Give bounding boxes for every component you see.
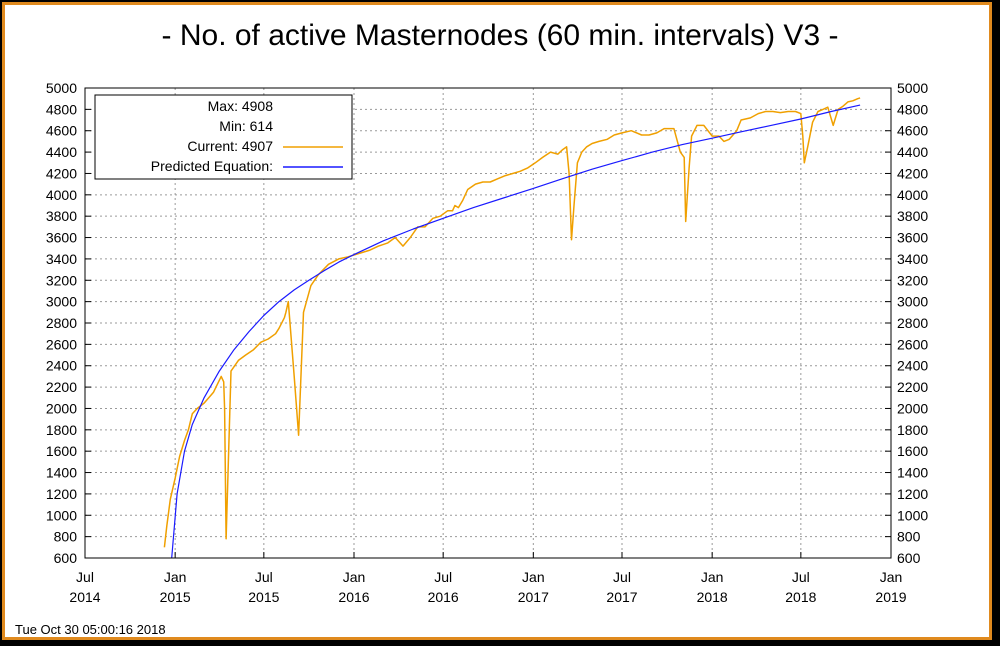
y-tick-label: 2600	[46, 336, 77, 352]
series-predicted-line	[171, 104, 861, 558]
series-layer	[163, 97, 861, 558]
legend-min: Min: 614	[219, 118, 273, 134]
legend: Max: 4908 Min: 614 Current: 4907 Predict…	[94, 94, 353, 180]
y-tick-label: 3200	[46, 272, 77, 288]
chart-plot: 600 800 1000 1200 1400 1600 1800 2000 2200 2400 26…	[46, 80, 929, 605]
y-tick-label: 4400	[46, 144, 77, 160]
y-axis-right: 600 800 1000 1200 1400 1600 1800 2000 2200 2400 26…	[885, 80, 928, 566]
y-tick-label: 1400	[46, 465, 77, 481]
y-axis-left: 600 800 1000 1200 1400 1600 1800 2000 2200 2400 26…	[46, 80, 91, 566]
x-tick-label-year: 2017	[606, 589, 637, 605]
x-tick-label-year: 2019	[875, 589, 906, 605]
y-tick-label: 3600	[897, 230, 928, 246]
x-tick-label-month: Jul	[613, 569, 631, 585]
x-tick-label-month: Jul	[255, 569, 273, 585]
y-tick-label: 3200	[897, 272, 928, 288]
x-tick-label-month: Jul	[792, 569, 810, 585]
y-tick-label: 1400	[897, 465, 928, 481]
x-tick-label-year: 2016	[428, 589, 459, 605]
chart-frame: - No. of active Masternodes (60 min. int…	[2, 2, 992, 640]
y-tick-label: 2200	[897, 379, 928, 395]
x-axis: Jul 2014 Jan 2015 Jul 2015 Jan 2016 Jul 2016 Jan 20…	[69, 552, 907, 605]
grid	[85, 88, 891, 558]
chart-title: - No. of active Masternodes (60 min. int…	[161, 19, 839, 52]
y-tick-label: 1800	[46, 422, 77, 438]
y-tick-label: 3400	[46, 251, 77, 267]
x-tick-label-year: 2015	[248, 589, 279, 605]
y-tick-label: 3800	[46, 208, 77, 224]
y-tick-label: 4000	[46, 187, 77, 203]
y-tick-label: 2600	[897, 336, 928, 352]
y-tick-label: 1000	[46, 507, 77, 523]
y-tick-label: 3600	[46, 230, 77, 246]
y-tick-label: 1800	[897, 422, 928, 438]
x-tick-label-month: Jul	[434, 569, 452, 585]
y-tick-label: 2000	[46, 400, 77, 416]
legend-current: Current: 4907	[187, 138, 273, 154]
y-tick-label: 3000	[897, 294, 928, 310]
y-tick-label: 2800	[897, 315, 928, 331]
y-tick-label: 600	[897, 550, 921, 566]
y-tick-label: 4600	[46, 123, 77, 139]
y-tick-label: 4200	[897, 165, 928, 181]
x-tick-label-month: Jan	[343, 569, 366, 585]
footer-timestamp: Tue Oct 30 05:00:16 2018	[15, 622, 166, 637]
x-tick-label-month: Jan	[880, 569, 903, 585]
y-tick-label: 1200	[897, 486, 928, 502]
x-tick-label-year: 2017	[518, 589, 549, 605]
x-tick-label-year: 2015	[160, 589, 191, 605]
y-tick-label: 5000	[897, 80, 928, 96]
y-tick-label: 4600	[897, 123, 928, 139]
y-tick-label: 4200	[46, 165, 77, 181]
y-tick-label: 2400	[46, 358, 77, 374]
x-tick-label-month: Jan	[522, 569, 545, 585]
y-tick-label: 600	[54, 550, 78, 566]
x-tick-label-month: Jul	[76, 569, 94, 585]
y-tick-label: 5000	[46, 80, 77, 96]
x-tick-label-month: Jan	[701, 569, 724, 585]
legend-max: Max: 4908	[208, 98, 274, 114]
x-tick-label-year: 2016	[338, 589, 369, 605]
y-tick-label: 2200	[46, 379, 77, 395]
y-tick-label: 3000	[46, 294, 77, 310]
y-tick-label: 800	[54, 529, 78, 545]
x-tick-label-year: 2014	[69, 589, 100, 605]
y-tick-label: 1600	[46, 443, 77, 459]
series-current-line	[163, 97, 861, 548]
y-tick-label: 3400	[897, 251, 928, 267]
y-tick-label: 3800	[897, 208, 928, 224]
y-tick-label: 1600	[897, 443, 928, 459]
x-tick-label-year: 2018	[697, 589, 728, 605]
x-tick-label-year: 2018	[785, 589, 816, 605]
y-tick-label: 1000	[897, 507, 928, 523]
y-tick-label: 4800	[897, 101, 928, 117]
y-tick-label: 1200	[46, 486, 77, 502]
y-tick-label: 2000	[897, 400, 928, 416]
y-tick-label: 4400	[897, 144, 928, 160]
y-tick-label: 4800	[46, 101, 77, 117]
x-tick-label-month: Jan	[164, 569, 187, 585]
y-tick-label: 2400	[897, 358, 928, 374]
y-tick-label: 4000	[897, 187, 928, 203]
y-tick-label: 2800	[46, 315, 77, 331]
y-tick-label: 800	[897, 529, 921, 545]
legend-predicted: Predicted Equation:	[151, 158, 273, 174]
legend-box	[94, 94, 353, 180]
